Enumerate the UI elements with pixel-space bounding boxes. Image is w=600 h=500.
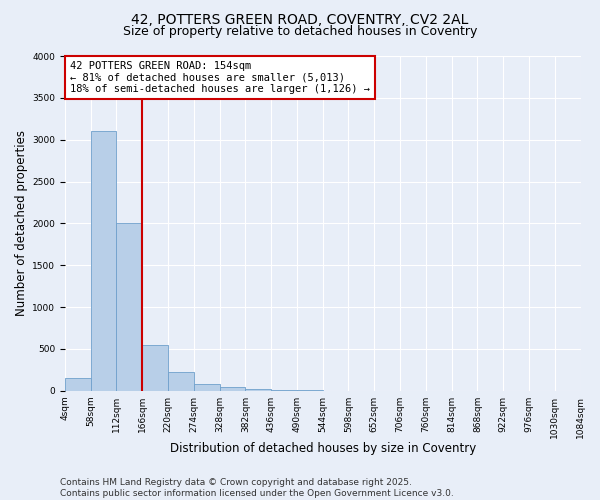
Bar bbox=[271, 390, 297, 391]
Bar bbox=[142, 345, 168, 391]
Bar bbox=[194, 384, 220, 391]
X-axis label: Distribution of detached houses by size in Coventry: Distribution of detached houses by size … bbox=[170, 442, 476, 455]
Bar bbox=[245, 389, 271, 391]
Text: 42, POTTERS GREEN ROAD, COVENTRY, CV2 2AL: 42, POTTERS GREEN ROAD, COVENTRY, CV2 2A… bbox=[131, 12, 469, 26]
Bar bbox=[116, 224, 142, 391]
Bar bbox=[65, 378, 91, 391]
Bar bbox=[91, 132, 116, 391]
Bar bbox=[168, 372, 194, 391]
Text: Size of property relative to detached houses in Coventry: Size of property relative to detached ho… bbox=[123, 25, 477, 38]
Text: 42 POTTERS GREEN ROAD: 154sqm
← 81% of detached houses are smaller (5,013)
18% o: 42 POTTERS GREEN ROAD: 154sqm ← 81% of d… bbox=[70, 61, 370, 94]
Bar bbox=[220, 386, 245, 391]
Y-axis label: Number of detached properties: Number of detached properties bbox=[15, 130, 28, 316]
Text: Contains HM Land Registry data © Crown copyright and database right 2025.
Contai: Contains HM Land Registry data © Crown c… bbox=[60, 478, 454, 498]
